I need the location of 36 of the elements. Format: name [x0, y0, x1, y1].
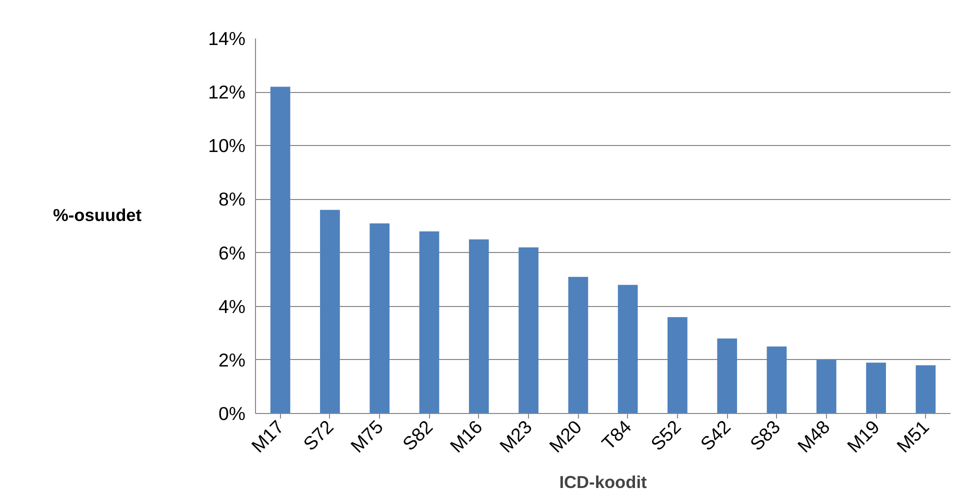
x-tick-label: S52: [646, 416, 685, 454]
y-tick-label: 14%: [208, 28, 246, 49]
bar: [320, 210, 340, 414]
bar: [370, 223, 390, 414]
x-tick-label: S83: [746, 416, 784, 454]
x-axis-title: ICD-koodit: [559, 472, 648, 492]
y-tick-label: 4%: [218, 296, 246, 317]
bar: [518, 247, 538, 414]
bar: [766, 346, 787, 414]
bar: [468, 239, 489, 414]
x-tick-label: M16: [446, 416, 486, 457]
bar: [717, 338, 738, 414]
y-tick-label: 6%: [218, 242, 246, 264]
bar: [270, 86, 290, 414]
y-tick-label: 12%: [208, 82, 246, 103]
bar: [568, 276, 588, 414]
x-tick-label: M23: [495, 416, 536, 457]
bar: [618, 284, 638, 414]
x-tick-label: S42: [696, 416, 735, 454]
y-tick-label: 0%: [218, 403, 246, 424]
x-tick-label: T84: [598, 416, 636, 454]
bar: [668, 317, 688, 414]
y-tick-label: 8%: [218, 188, 246, 210]
bar: [916, 365, 936, 414]
bar: [419, 231, 440, 414]
bar: [866, 362, 886, 414]
y-tick-label: 10%: [208, 135, 246, 156]
x-tick-label: M20: [545, 416, 586, 457]
x-tick-label: M51: [892, 416, 934, 457]
y-tick-label: 2%: [218, 349, 246, 370]
x-tick-label: S82: [398, 416, 437, 454]
x-tick-label: S72: [299, 416, 338, 454]
y-axis-title: %-osuudet: [53, 204, 142, 227]
x-tick-label: M48: [793, 416, 834, 457]
x-tick-label: M19: [842, 416, 884, 457]
bar: [816, 360, 836, 414]
